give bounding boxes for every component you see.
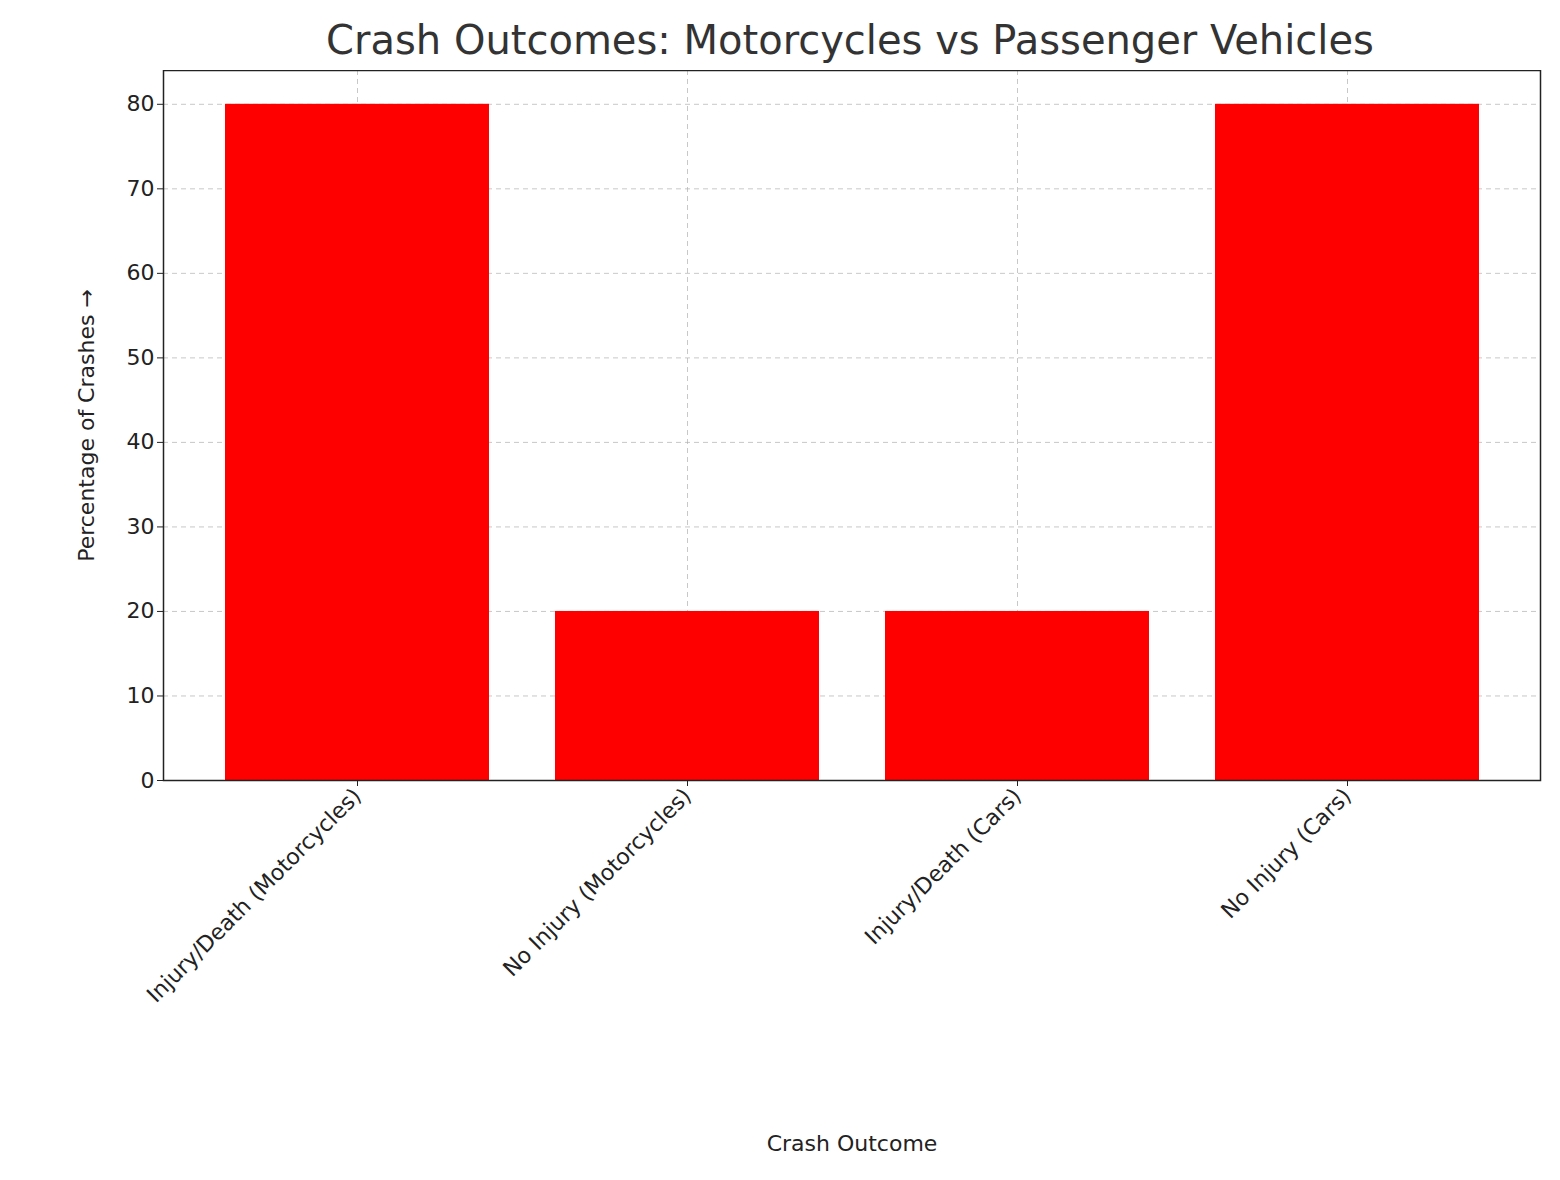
- svg-text:Injury/Death (Cars): Injury/Death (Cars): [860, 783, 1026, 949]
- svg-text:70: 70: [127, 176, 155, 201]
- svg-text:40: 40: [127, 429, 155, 454]
- svg-text:80: 80: [127, 91, 155, 116]
- svg-text:No Injury (Motorcycles): No Injury (Motorcycles): [498, 783, 696, 981]
- svg-text:20: 20: [127, 598, 155, 623]
- svg-text:30: 30: [127, 514, 155, 539]
- svg-text:Crash Outcome: Crash Outcome: [767, 1131, 938, 1156]
- svg-text:No Injury (Cars): No Injury (Cars): [1216, 783, 1356, 923]
- svg-text:Percentage of Crashes →: Percentage of Crashes →: [74, 289, 99, 562]
- svg-text:60: 60: [127, 260, 155, 285]
- svg-text:0: 0: [141, 768, 155, 793]
- svg-text:10: 10: [127, 683, 155, 708]
- svg-text:Injury/Death (Motorcycles): Injury/Death (Motorcycles): [142, 783, 366, 1007]
- svg-text:50: 50: [127, 345, 155, 370]
- html-text:Crash Outcomes: Motorcycles vs: Crash Outcomes: Motorcycles vs Passenger…: [326, 17, 1374, 63]
